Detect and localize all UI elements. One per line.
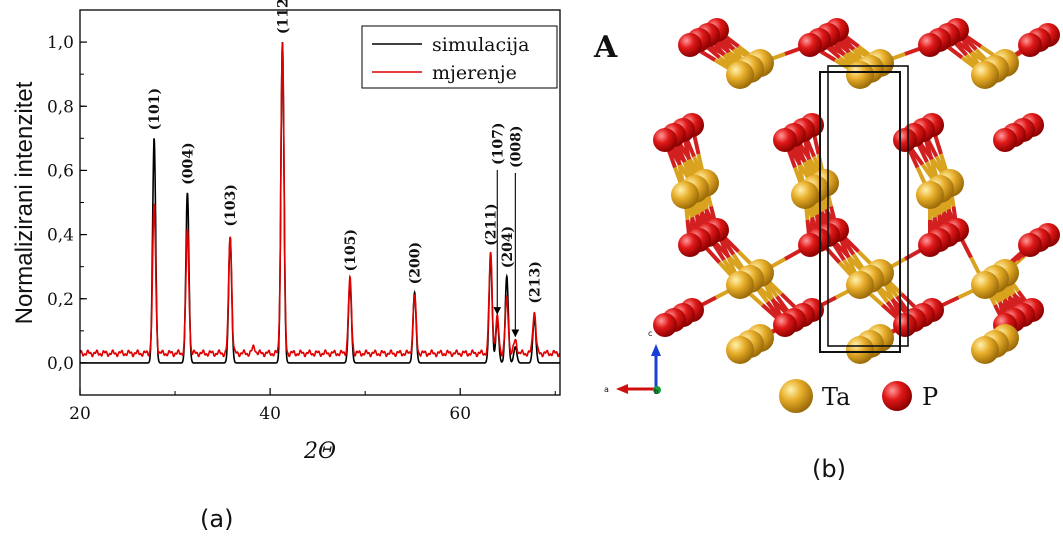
panel-letter: A [594, 30, 618, 65]
p-atom [773, 313, 797, 337]
x-axis-label: 2Θ [303, 439, 336, 464]
y-tick-label: 0,0 [47, 354, 74, 374]
axis-label-a: a [604, 385, 609, 394]
unit-cell-front [819, 71, 901, 353]
ta-legend-swatch [779, 379, 813, 413]
axis-label-c: c [648, 329, 652, 338]
peak-label: (103) [223, 184, 239, 226]
axis-label-b: b [654, 388, 659, 396]
x-tick-label: 20 [69, 404, 91, 424]
p-atom [918, 233, 942, 257]
p-atom [918, 33, 942, 57]
peak-label: (211) [484, 203, 500, 245]
ta-atom [971, 271, 999, 299]
ta-atom [671, 181, 699, 209]
structure-legend: Ta P [779, 379, 938, 413]
p-atom [893, 313, 917, 337]
p-atom [798, 233, 822, 257]
legend-label-mjerenje: mjerenje [432, 62, 517, 84]
ta-atom [791, 181, 819, 209]
ta-atom [726, 61, 754, 89]
p-atom [653, 313, 677, 337]
xrd-chart: 0,0 0,2 0,4 0,6 0,8 1,0 20 40 60 (101) (004) (103)… [11, 0, 561, 464]
crystal-structure: c a b Ta P [604, 18, 1060, 413]
ta-atom [846, 61, 874, 89]
p-atom [893, 128, 917, 152]
series-mjerenje [80, 42, 560, 358]
legend-label-simulacija: simulacija [432, 34, 529, 56]
atom-layer [653, 18, 1060, 364]
peak-label: (204) [500, 226, 516, 268]
peak-label: (200) [408, 242, 424, 284]
x-tick-label: 60 [449, 404, 471, 424]
p-atom [798, 33, 822, 57]
y-axis-label: Normalizirani intenzitet [11, 81, 38, 324]
peak-label: (101) [147, 88, 163, 130]
caption-a: (a) [200, 505, 234, 533]
x-tick-label: 40 [259, 404, 281, 424]
peak-label: (107) [490, 123, 506, 165]
y-tick-label: 0,4 [47, 226, 74, 246]
caption-b: (b) [812, 455, 846, 483]
y-tick-label: 1,0 [47, 33, 74, 53]
p-legend-swatch [882, 381, 912, 411]
y-tick-label: 0,6 [47, 161, 74, 181]
p-atom [678, 233, 702, 257]
peak-label: (213) [527, 261, 543, 303]
axes-indicator: c a b [604, 329, 661, 396]
p-legend-label: P [922, 383, 938, 411]
ta-atom [916, 181, 944, 209]
y-tick-label: 0,2 [47, 290, 74, 310]
p-atom [678, 33, 702, 57]
legend: simulacija mjerenje [361, 25, 558, 89]
peak-label: (008) [508, 126, 524, 168]
unit-cell-back [827, 65, 909, 347]
ta-atom [726, 271, 754, 299]
ta-atom [846, 336, 874, 364]
ta-atom [726, 336, 754, 364]
p-atom [1018, 33, 1042, 57]
p-atom [653, 128, 677, 152]
ta-legend-label: Ta [822, 383, 850, 411]
p-atom [773, 128, 797, 152]
p-atom [993, 128, 1017, 152]
peak-label: (105) [343, 229, 359, 271]
peak-label: (004) [180, 142, 196, 184]
peak-label: (112) [275, 0, 291, 34]
plot-frame [79, 9, 561, 396]
y-tick-label: 0,8 [47, 97, 74, 117]
p-atom [1018, 233, 1042, 257]
series-simulacija [80, 42, 560, 364]
ta-atom [971, 61, 999, 89]
ta-atom [846, 271, 874, 299]
ta-atom [971, 336, 999, 364]
